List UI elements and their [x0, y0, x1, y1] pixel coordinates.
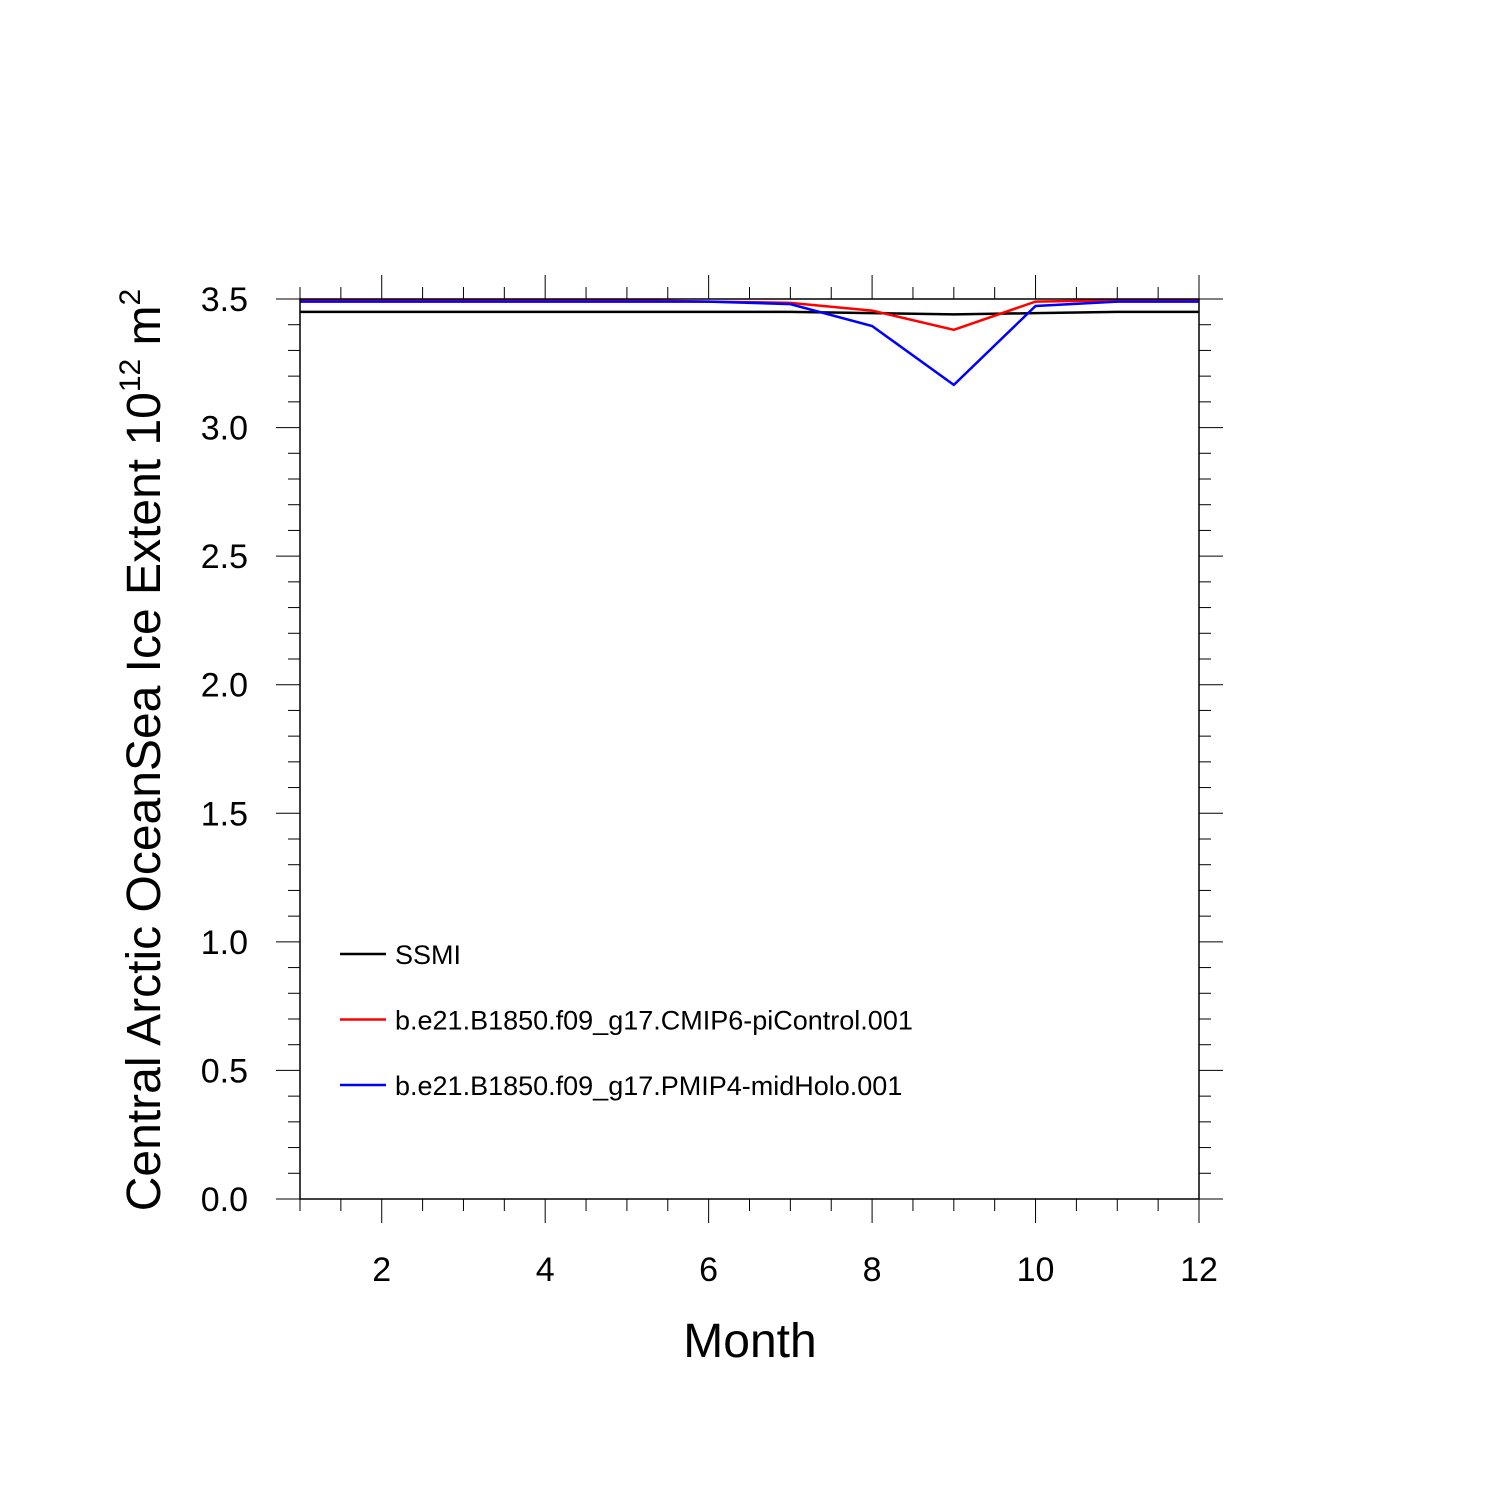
y-tick-label: 2.0 — [201, 667, 248, 705]
y-tick-label: 3.0 — [201, 410, 248, 448]
x-axis-label: Month — [683, 1315, 816, 1368]
x-tick-label: 12 — [1180, 1251, 1218, 1289]
y-label-exponent: 12 — [114, 359, 147, 392]
legend-label: b.e21.B1850.f09_g17.CMIP6-piControl.001 — [395, 1006, 913, 1036]
x-tick-label: 6 — [699, 1251, 718, 1289]
y-axis-label: Central Arctic OceanSea Ice Extent 1012 … — [114, 289, 171, 1211]
x-tick-label: 4 — [536, 1251, 555, 1289]
y-tick-label: 1.0 — [201, 924, 248, 962]
plot-frame — [299, 298, 1200, 1200]
x-tick-label: 2 — [372, 1251, 391, 1289]
y-tick-label: 1.5 — [201, 795, 248, 833]
x-tick-label: 8 — [863, 1251, 882, 1289]
y-label-exponent: 2 — [114, 289, 147, 306]
y-label-text: Central Arctic OceanSea Ice Extent 10 — [118, 392, 171, 1211]
legend-label: b.e21.B1850.f09_g17.PMIP4-midHolo.001 — [395, 1071, 902, 1101]
series-line — [300, 310, 1199, 316]
y-tick-label: 0.5 — [201, 1052, 248, 1090]
y-tick-label: 2.5 — [201, 538, 248, 576]
x-tick-label: 10 — [1017, 1251, 1055, 1289]
legend-label: SSMI — [395, 940, 461, 970]
series-line — [300, 300, 1199, 387]
y-label-unit: m — [118, 305, 171, 358]
y-tick-label: 0.0 — [201, 1181, 248, 1219]
y-tick-label: 3.5 — [201, 281, 248, 319]
